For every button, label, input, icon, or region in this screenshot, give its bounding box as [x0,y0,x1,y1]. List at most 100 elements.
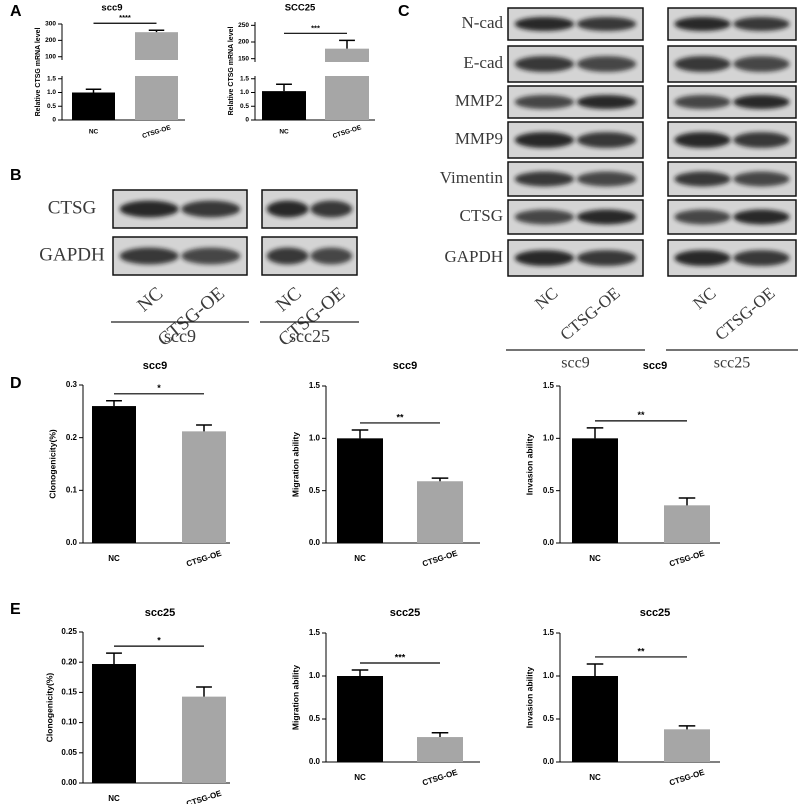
y-tick-label: 0.0 [66,538,78,547]
bar [325,48,369,62]
bar [135,32,178,60]
protein-label: Vimentin [440,168,504,187]
blot-band [119,200,179,218]
protein-label: CTSG [48,197,97,218]
panel-label: E [10,601,21,618]
y-tick-label: 100 [45,53,56,60]
error-bar [85,88,102,93]
bar [135,76,178,120]
x-tick-label: NC [589,773,601,782]
bar [325,76,369,120]
panel-label: A [10,3,22,20]
panel-label: C [398,3,410,20]
protein-label: MMP9 [455,129,503,148]
blot-band [576,94,637,110]
bar [92,664,136,783]
protein-label: MMP2 [455,91,503,110]
significance-label: *** [311,23,320,32]
protein-label: N-cad [461,13,503,32]
y-tick-label: 0.5 [240,103,249,110]
x-tick-label: NC [279,129,289,136]
x-tick-label: NC [589,554,601,563]
chart-title: scc25 [145,607,176,619]
y-tick-label: 1.0 [543,433,555,442]
error-bar [276,83,292,92]
bar [417,481,463,543]
y-tick-label: 200 [45,37,56,44]
y-tick-label: 0.0 [309,757,321,766]
y-axis-label: Relative CTSG mRNA level [228,27,235,116]
blot-band [674,171,731,187]
error-bar [678,497,696,506]
y-tick-label: 1.5 [309,381,321,390]
blot-band [514,56,575,72]
error-bar [431,477,449,482]
bar [664,505,710,543]
protein-label: GAPDH [444,247,503,266]
blot-band [310,247,353,265]
y-axis-label: Clonogenicity(%) [47,429,57,499]
blot-band [576,132,637,148]
blot-band [674,132,731,148]
blot-band [514,250,575,266]
bar [337,676,383,762]
y-axis-label: Migration ability [290,665,300,730]
protein-label: CTSG [460,206,503,225]
y-tick-label: 0.5 [543,714,555,723]
y-tick-label: 150 [238,55,249,62]
significance-label: **** [119,13,131,22]
bar [572,676,618,762]
bar [337,438,383,543]
y-tick-label: 1.0 [309,433,321,442]
blot-band [733,56,790,72]
x-tick-label: NC [354,773,366,782]
significance-label: * [157,383,161,393]
y-tick-label: 0.10 [61,718,77,727]
y-tick-label: 1.5 [309,628,321,637]
y-tick-label: 0.5 [309,486,321,495]
blot-band [181,247,241,265]
y-tick-label: 300 [45,21,56,28]
blot-band [576,209,637,225]
y-tick-label: 0.25 [61,627,77,636]
blot-band [674,16,731,32]
blot-band [733,94,790,110]
blot-band [733,132,790,148]
error-bar [148,29,165,33]
blot-band [733,250,790,266]
bar [572,438,618,543]
significance-label: ** [637,646,645,656]
bar [92,406,136,543]
blot-band [733,209,790,225]
y-tick-label: 0.00 [61,778,77,787]
blot-band [733,16,790,32]
blot-band [514,94,575,110]
blot-band [576,56,637,72]
bar [72,92,115,120]
error-bar [196,686,212,697]
y-tick-label: 0.3 [66,380,78,389]
y-tick-label: 0.1 [66,485,78,494]
y-axis-label: Migration ability [290,432,300,497]
chart-title: scc25 [640,607,671,619]
error-bar [196,424,212,432]
error-bar [586,663,604,676]
blot-band [514,16,575,32]
bar [664,729,710,762]
chart-title: SCC25 [285,3,316,14]
blot-band [733,171,790,187]
blot-band [674,94,731,110]
chart-title: scc9 [643,360,667,372]
y-axis-label: Clonogenicity(%) [44,673,54,743]
panel-label: B [10,167,22,184]
y-tick-label: 1.5 [543,381,555,390]
y-tick-label: 250 [238,22,249,29]
blot-band [266,247,309,265]
y-tick-label: 0.15 [61,688,77,697]
blot-band [181,200,241,218]
blot-band [576,171,637,187]
chart-title: scc25 [390,607,421,619]
blot-band [514,132,575,148]
